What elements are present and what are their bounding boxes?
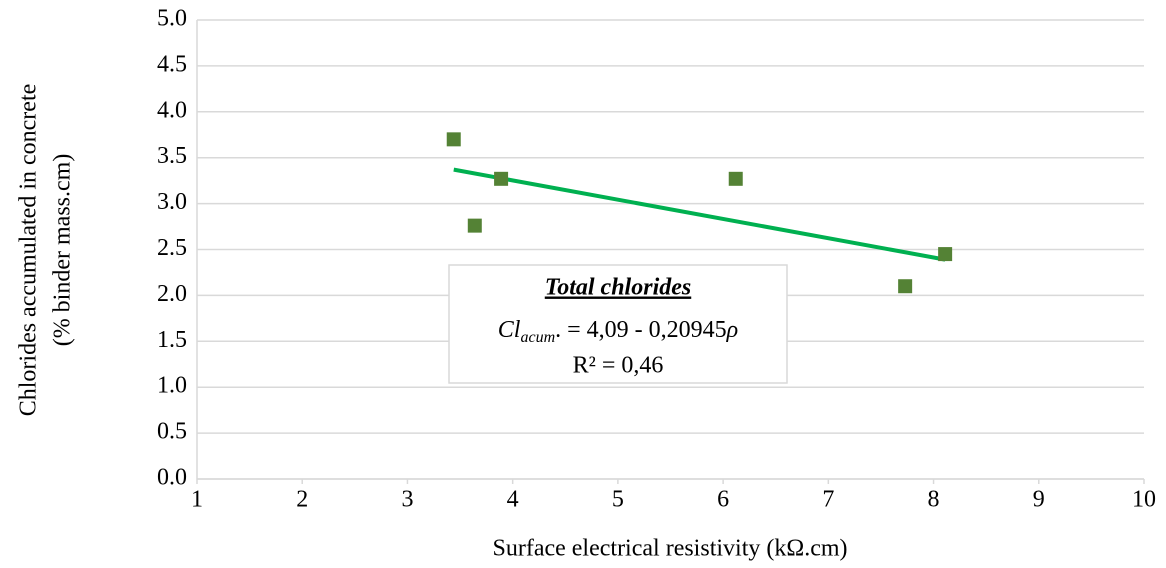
x-tick-label: 8: [928, 487, 940, 513]
x-tick-label: 10: [1132, 487, 1156, 513]
y-tick-label: 5.0: [157, 6, 187, 32]
x-tick-label: 6: [717, 487, 729, 513]
equation-part: ρ: [726, 317, 739, 343]
x-tick-label: 2: [296, 487, 308, 513]
annotation-r2: R² = 0,46: [573, 353, 664, 379]
y-tick-label: 0.0: [157, 465, 187, 491]
y-tick-label: 2.5: [157, 235, 187, 261]
y-tick-label: 1.5: [157, 327, 187, 353]
equation-part: . = 4,09 - 0,20945: [555, 317, 727, 343]
y-tick-label: 3.0: [157, 189, 187, 215]
marker: [938, 247, 953, 262]
y-tick-label: 1.0: [157, 373, 187, 399]
y-tick-label: 4.5: [157, 51, 187, 77]
trendline: [453, 167, 946, 262]
equation-subscript: acum: [520, 329, 555, 346]
y-tick-label: 4.0: [157, 97, 187, 123]
annotation-title: Total chlorides: [545, 275, 691, 301]
annotation-equation: Clacum. = 4,09 - 0,20945ρ: [498, 317, 738, 346]
x-tick-label: 7: [822, 487, 834, 513]
y-axis-label: (% binder mass.cm): [50, 154, 76, 347]
y-tick-label: 0.5: [157, 419, 187, 445]
marker: [898, 279, 913, 294]
x-axis-label: Surface electrical resistivity (kΩ.cm): [492, 536, 847, 562]
y-axis-label: Chlorides accumulated in concrete: [16, 84, 42, 417]
y-tick-label: 3.5: [157, 143, 187, 169]
x-tick-label: 3: [401, 487, 413, 513]
annotation-box: [448, 264, 788, 384]
marker: [467, 218, 482, 233]
marker: [494, 171, 509, 186]
x-tick-label: 4: [507, 487, 519, 513]
x-tick-label: 9: [1033, 487, 1045, 513]
x-tick-label: 1: [191, 487, 203, 513]
x-tick-label: 5: [612, 487, 624, 513]
marker: [728, 171, 743, 186]
equation-part: Cl: [498, 317, 521, 343]
y-tick-label: 2.0: [157, 281, 187, 307]
marker: [446, 132, 461, 147]
